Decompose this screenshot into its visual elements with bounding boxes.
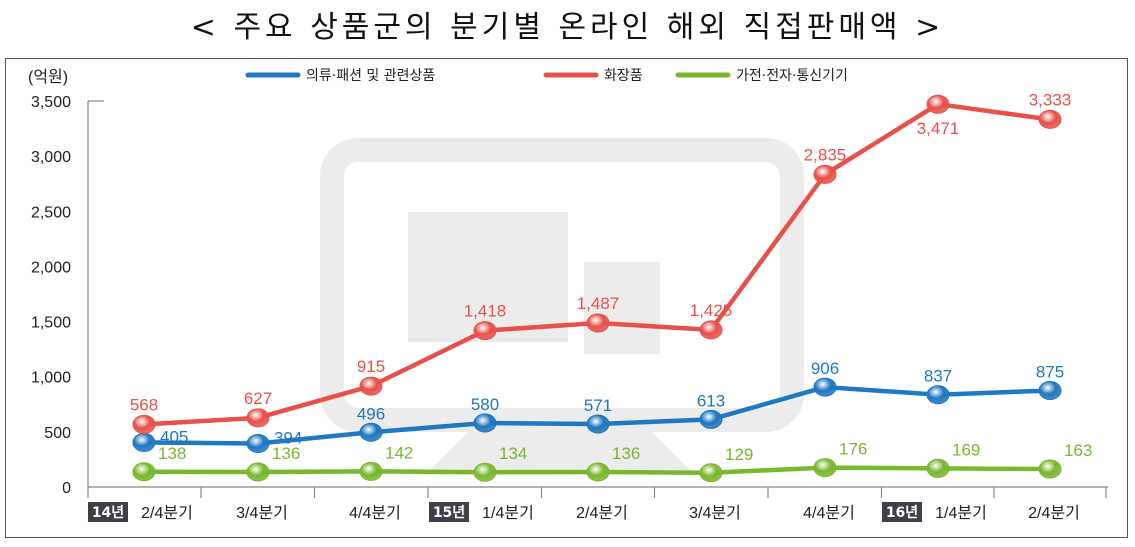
data-label: 136 — [272, 444, 300, 463]
x-tick-label: 2/4분기 — [576, 504, 628, 522]
data-label: 138 — [158, 444, 186, 463]
data-label: 837 — [924, 367, 952, 386]
data-point-marker — [699, 409, 723, 429]
x-tick-label: 3/4분기 — [236, 504, 288, 522]
data-label: 3,333 — [1029, 90, 1072, 109]
x-tick-label: 4/4분기 — [349, 504, 401, 522]
data-point-marker — [699, 463, 723, 483]
x-tick-label: 4/4분기 — [803, 504, 855, 522]
data-point-marker — [359, 376, 383, 396]
x-tick-label: 1/4분기 — [482, 504, 534, 522]
year-badge-label: 14년 — [92, 505, 124, 521]
x-tick-label: 2/4분기 — [141, 504, 193, 522]
year-badge-label: 16년 — [886, 505, 918, 521]
data-point-marker — [813, 164, 837, 184]
data-point-marker — [586, 462, 610, 482]
data-label: 142 — [385, 443, 413, 462]
data-point-marker — [586, 414, 610, 434]
data-point-marker — [246, 462, 270, 482]
data-point-marker — [132, 432, 156, 452]
y-tick-label: 0 — [62, 480, 71, 497]
data-label: 134 — [499, 444, 527, 463]
data-point-marker — [813, 377, 837, 397]
legend-label: 화장품 — [604, 68, 643, 84]
data-point-marker — [473, 413, 497, 433]
watermark-monitor-icon — [320, 138, 804, 432]
data-point-marker — [359, 461, 383, 481]
data-point-marker — [926, 94, 950, 114]
data-label: 915 — [357, 357, 385, 376]
data-label: 568 — [130, 395, 158, 414]
data-point-marker — [1038, 459, 1062, 479]
watermark-window-icon — [408, 212, 568, 342]
data-label: 613 — [697, 391, 725, 410]
data-label: 3,471 — [917, 119, 960, 138]
y-tick-label: 3,000 — [31, 149, 71, 166]
data-label: 129 — [725, 445, 753, 464]
watermark-window-icon — [584, 262, 660, 354]
year-badge — [88, 502, 128, 522]
data-point-marker — [132, 462, 156, 482]
data-label: 394 — [274, 429, 302, 448]
data-label: 169 — [952, 440, 980, 459]
x-tick-label: 2/4분기 — [1028, 504, 1080, 522]
year-badge — [429, 502, 469, 522]
data-label: 1,418 — [464, 302, 507, 321]
data-label: 136 — [612, 444, 640, 463]
year-badge — [882, 502, 922, 522]
data-point-marker — [926, 385, 950, 405]
y-tick-label: 1,500 — [31, 315, 71, 332]
chart-frame — [5, 58, 1128, 538]
data-label: 176 — [839, 440, 867, 459]
data-point-marker — [132, 414, 156, 434]
chart-title: < 주요 상품군의 분기별 온라인 해외 직접판매액 > — [190, 10, 945, 45]
legend-label: 의류·패션 및 관련상품 — [306, 68, 435, 84]
y-tick-label: 2,000 — [31, 259, 71, 276]
legend-label: 가전·전자·통신기기 — [736, 68, 848, 84]
watermark-stand-icon — [430, 430, 690, 470]
data-label: 1,487 — [577, 294, 620, 313]
data-label: 571 — [584, 396, 612, 415]
data-label: 163 — [1064, 441, 1092, 460]
data-point-marker — [699, 320, 723, 340]
data-point-marker — [473, 462, 497, 482]
x-tick-label: 1/4분기 — [935, 504, 987, 522]
y-tick-label: 1,000 — [31, 370, 71, 387]
data-point-marker — [359, 422, 383, 442]
data-label: 2,835 — [804, 145, 847, 164]
data-label: 875 — [1036, 363, 1064, 382]
y-axis-unit-label: (억원) — [28, 68, 68, 86]
data-label: 405 — [160, 427, 188, 446]
data-label: 627 — [244, 389, 272, 408]
data-point-marker — [246, 408, 270, 428]
year-badge-label: 15년 — [433, 505, 465, 521]
data-label: 1,425 — [690, 301, 733, 320]
data-point-marker — [246, 434, 270, 454]
data-label: 580 — [471, 395, 499, 414]
data-label: 906 — [811, 359, 839, 378]
y-tick-label: 3,500 — [31, 94, 71, 111]
data-point-marker — [1038, 381, 1062, 400]
y-tick-label: 500 — [44, 425, 71, 442]
data-point-marker — [586, 313, 610, 333]
data-point-marker — [1038, 109, 1062, 129]
data-point-marker — [926, 458, 950, 478]
data-point-marker — [813, 458, 837, 478]
data-point-marker — [473, 321, 497, 341]
y-tick-label: 2,500 — [31, 204, 71, 221]
x-tick-label: 3/4분기 — [689, 504, 741, 522]
data-label: 496 — [357, 404, 385, 423]
